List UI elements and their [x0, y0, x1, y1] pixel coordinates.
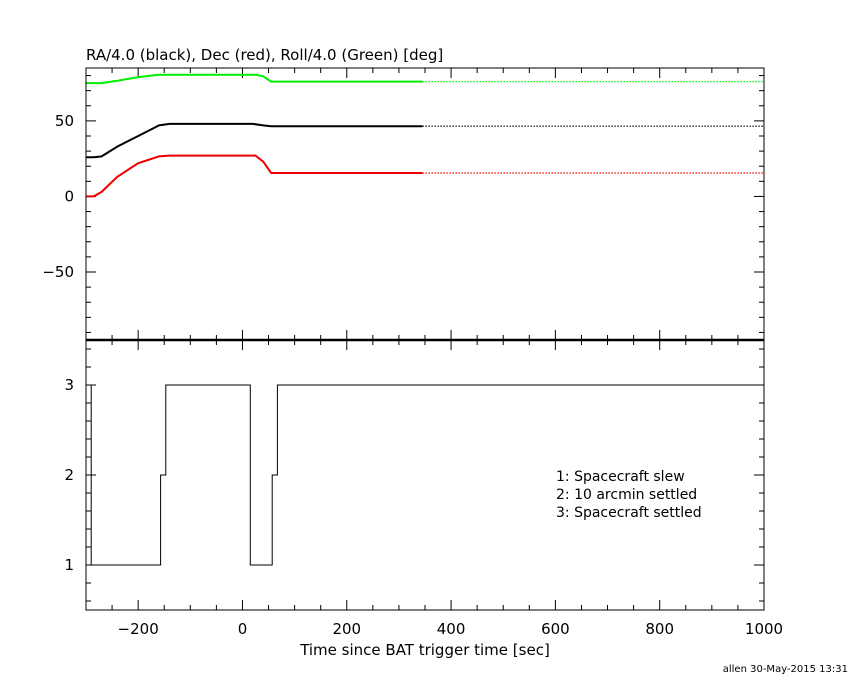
attitude-series-1: [86, 122, 423, 159]
x-tick-label: 0: [238, 620, 248, 638]
settle-plot-frame: [85, 339, 765, 611]
legend-spacecraft-settled: 3: Spacecraft settled: [556, 505, 702, 521]
settle-status-line: [86, 384, 764, 566]
y-tick-label: 1: [64, 556, 74, 574]
legend-10arcmin-settled: 2: 10 arcmin settled: [556, 487, 697, 503]
timestamp-footer: allen 30-May-2015 13:31: [723, 664, 848, 675]
attitude-series-0: [86, 73, 423, 85]
attitude-series-2: [86, 154, 423, 198]
y-tick-label: 2: [64, 466, 74, 484]
settle-status-panel: 1 2 3 −200 0 200 400 600 800 1000 1: Spacecraft …: [64, 339, 783, 659]
x-tick-label: 400: [437, 620, 466, 638]
chart-title: RA/4.0 (black), Dec (red), Roll/4.0 (Gre…: [86, 46, 443, 64]
y-tick-label: 50: [55, 112, 74, 130]
legend-slew: 1: Spacecraft slew: [556, 469, 685, 485]
x-tick-label: 200: [332, 620, 361, 638]
x-tick-label: 800: [645, 620, 674, 638]
x-tick-label: 600: [541, 620, 570, 638]
x-axis-label: Time since BAT trigger time [sec]: [299, 641, 550, 659]
y-tick-label: 3: [64, 376, 74, 394]
x-tick-label: 1000: [745, 620, 783, 638]
attitude-plot-frame: [85, 67, 765, 341]
attitude-panel: RA/4.0 (black), Dec (red), Roll/4.0 (Gre…: [42, 46, 765, 341]
y-tick-label: −50: [42, 263, 74, 281]
x-tick-label: −200: [118, 620, 159, 638]
y-tick-label: 0: [64, 187, 74, 205]
